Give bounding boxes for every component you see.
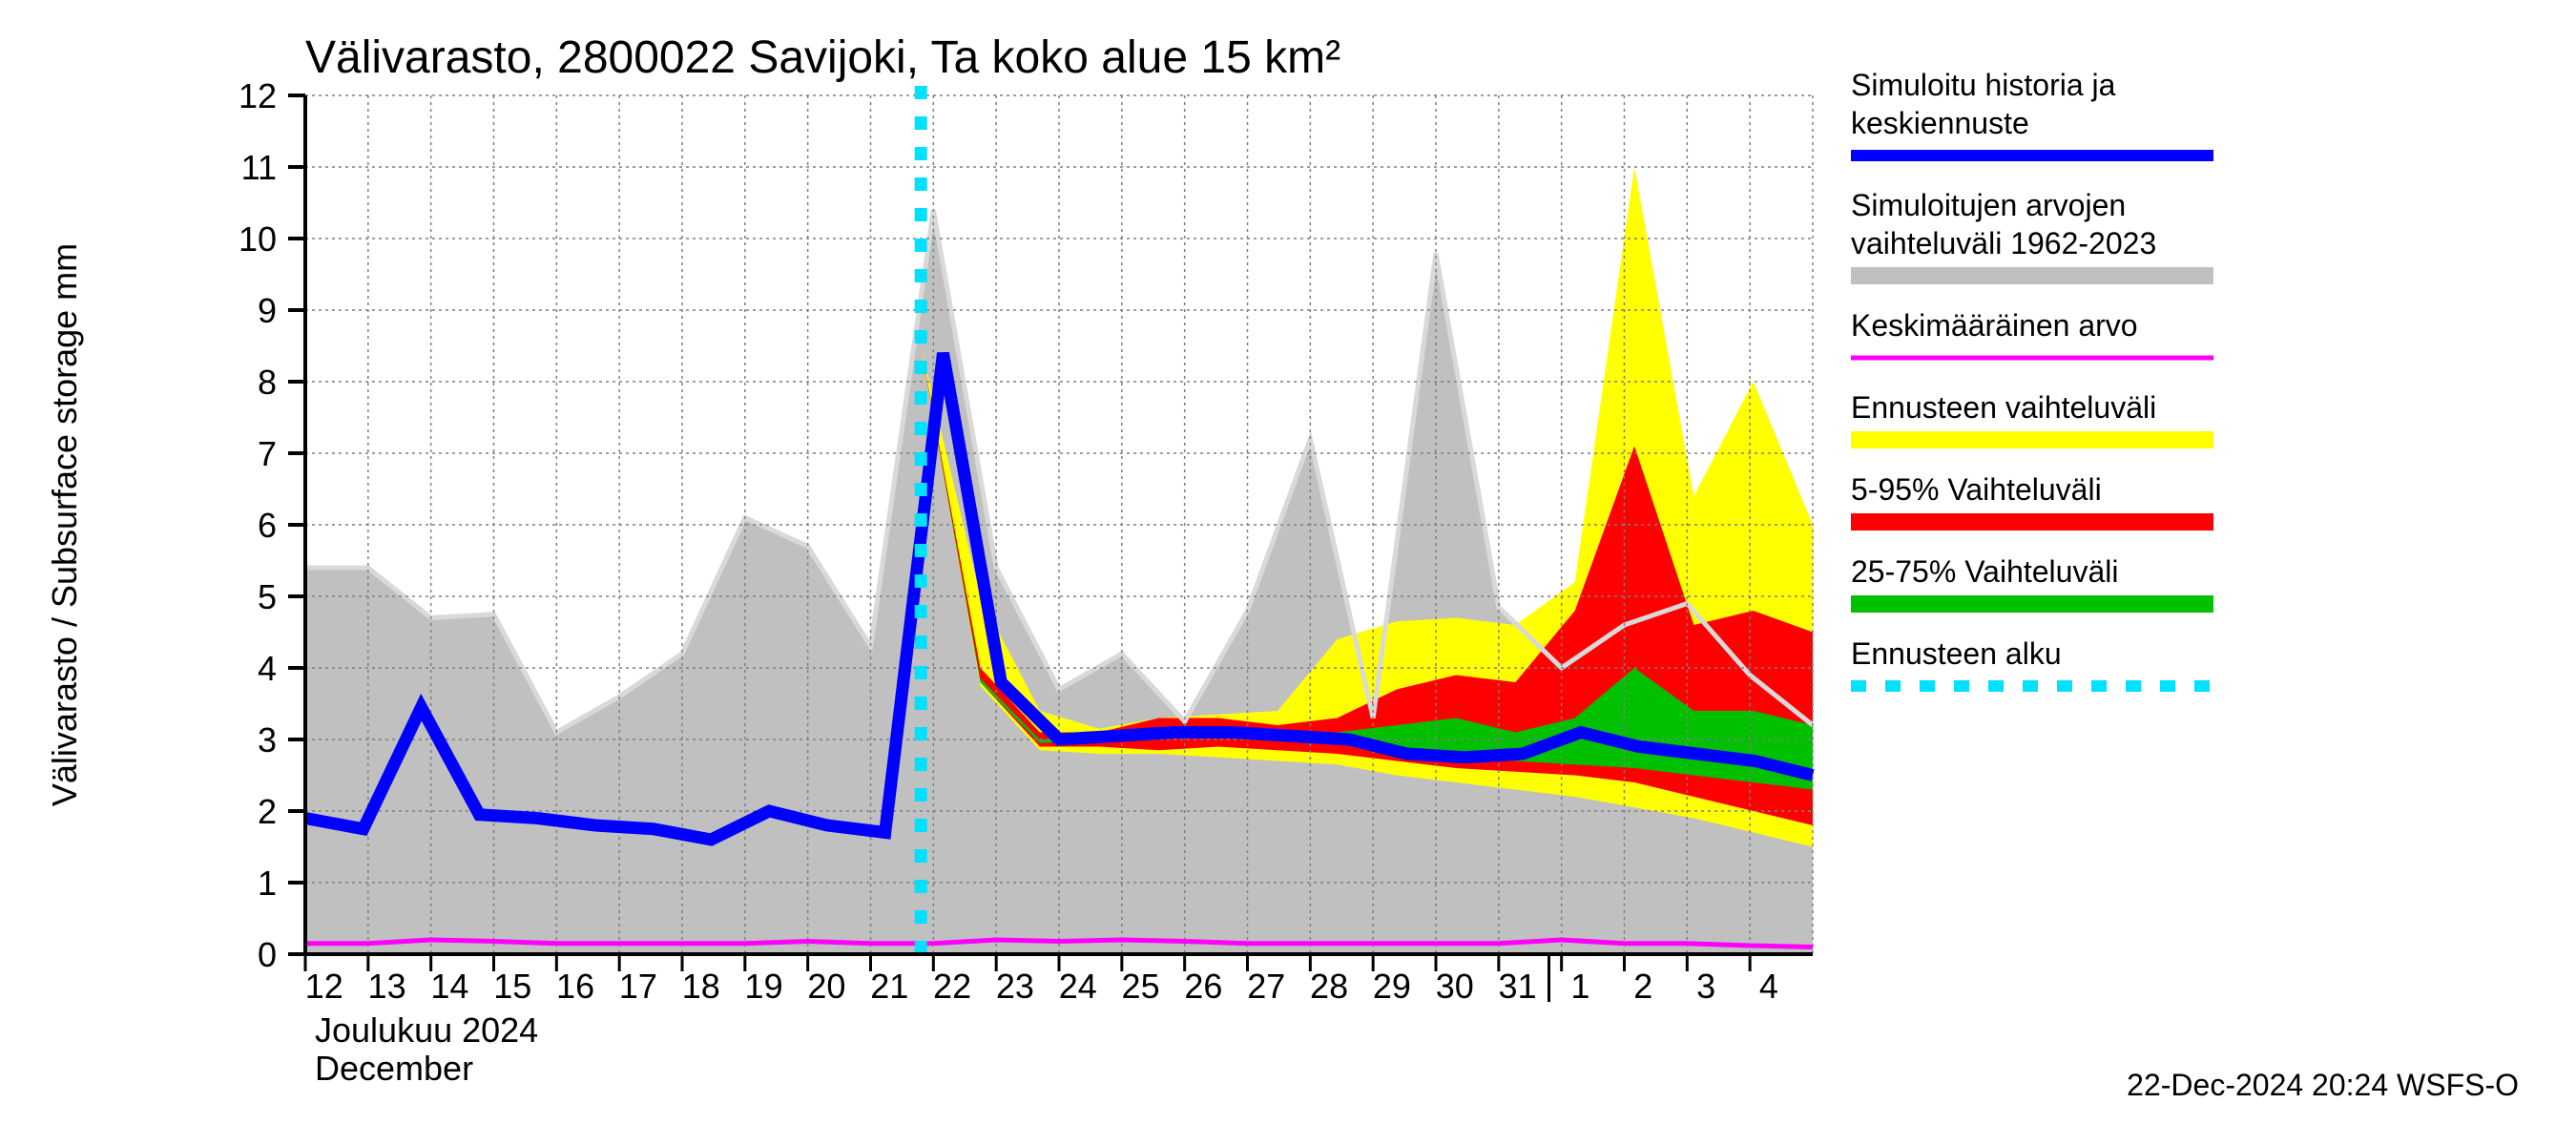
x-tick-label: 27 — [1247, 967, 1285, 1006]
x-tick-label: 4 — [1759, 967, 1778, 1006]
y-tick-label: 1 — [258, 864, 277, 903]
legend-swatch — [1851, 595, 2213, 613]
x-tick-label: 12 — [305, 967, 343, 1006]
y-tick-label: 4 — [258, 649, 277, 688]
legend-label: Ennusteen alku — [1851, 636, 2062, 671]
x-tick-label: 31 — [1499, 967, 1537, 1006]
chart-svg: 0123456789101112121314151617181920212223… — [0, 0, 2576, 1145]
legend-label: Simuloitu historia ja — [1851, 68, 2116, 102]
chart-root: 0123456789101112121314151617181920212223… — [0, 0, 2576, 1145]
x-tick-label: 25 — [1122, 967, 1160, 1006]
legend-swatch — [1851, 267, 2213, 284]
x-tick-label: 13 — [368, 967, 406, 1006]
legend-label: Ennusteen vaihteluväli — [1851, 390, 2156, 425]
x-tick-label: 14 — [430, 967, 468, 1006]
x-tick-label: 16 — [556, 967, 594, 1006]
legend-label: vaihteluväli 1962-2023 — [1851, 226, 2156, 260]
y-tick-label: 7 — [258, 434, 277, 473]
legend-label: Simuloitujen arvojen — [1851, 188, 2126, 222]
legend-swatch — [1851, 431, 2213, 448]
y-tick-label: 11 — [241, 148, 277, 187]
x-tick-label: 3 — [1696, 967, 1715, 1006]
x-tick-label: 23 — [996, 967, 1034, 1006]
y-tick-label: 12 — [239, 76, 277, 115]
legend-swatch — [1851, 513, 2213, 531]
y-tick-label: 8 — [258, 363, 277, 402]
x-tick-label: 24 — [1059, 967, 1097, 1006]
y-tick-label: 5 — [258, 577, 277, 616]
x-tick-label: 30 — [1436, 967, 1474, 1006]
x-tick-label: 19 — [745, 967, 783, 1006]
month-label-2: December — [315, 1049, 473, 1088]
y-tick-label: 2 — [258, 792, 277, 831]
legend-label: keskiennuste — [1851, 106, 2029, 140]
x-tick-label: 26 — [1184, 967, 1222, 1006]
y-tick-label: 9 — [258, 291, 277, 330]
y-tick-label: 6 — [258, 506, 277, 545]
x-tick-label: 15 — [493, 967, 531, 1006]
legend-label: Keskimääräinen arvo — [1851, 308, 2138, 343]
legend-label: 25-75% Vaihteluväli — [1851, 554, 2118, 589]
x-tick-label: 2 — [1633, 967, 1652, 1006]
x-tick-label: 22 — [933, 967, 971, 1006]
x-tick-label: 28 — [1310, 967, 1348, 1006]
y-tick-label: 3 — [258, 720, 277, 760]
x-tick-label: 20 — [807, 967, 845, 1006]
x-tick-label: 17 — [619, 967, 657, 1006]
x-tick-label: 21 — [870, 967, 908, 1006]
x-tick-label: 18 — [682, 967, 720, 1006]
y-axis-label: Välivarasto / Subsurface storage mm — [45, 243, 84, 806]
y-tick-label: 10 — [239, 219, 277, 259]
x-tick-label: 29 — [1373, 967, 1411, 1006]
legend-label: 5-95% Vaihteluväli — [1851, 472, 2102, 507]
chart-title: Välivarasto, 2800022 Savijoki, Ta koko a… — [305, 32, 1340, 83]
footer-timestamp: 22-Dec-2024 20:24 WSFS-O — [2127, 1068, 2519, 1102]
x-tick-label: 1 — [1570, 967, 1589, 1006]
y-tick-label: 0 — [258, 935, 277, 974]
month-label-1: Joulukuu 2024 — [315, 1010, 538, 1050]
